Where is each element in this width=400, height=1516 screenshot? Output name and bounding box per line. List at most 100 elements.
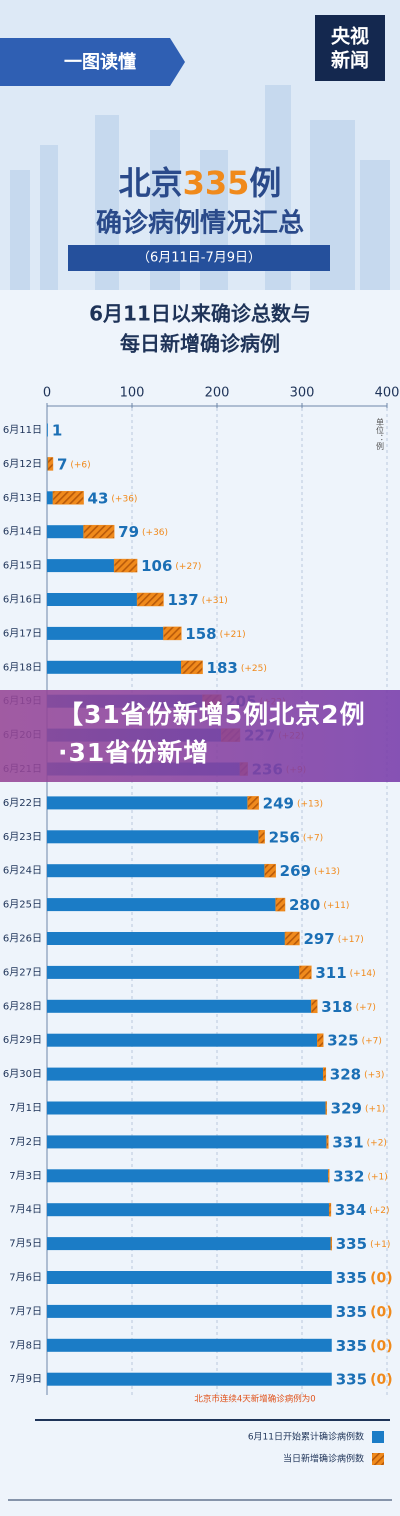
total-label: 335	[336, 1371, 367, 1389]
bar-base	[47, 1372, 332, 1386]
category-label: 7月1日	[9, 1102, 42, 1114]
bar-increment	[323, 1067, 327, 1081]
increment-label: (+21)	[220, 630, 246, 640]
increment-label: (+1)	[370, 1240, 390, 1250]
increment-label: (+27)	[175, 562, 201, 572]
bar-increment	[311, 999, 318, 1014]
total-label: 325	[327, 1032, 358, 1050]
bar-base	[47, 1169, 329, 1183]
bar-base	[47, 626, 164, 640]
increment-label: (+3)	[364, 1071, 384, 1081]
date-range: （6月11日-7月9日）	[137, 251, 261, 266]
bar-base	[47, 932, 285, 945]
bar-base	[47, 559, 115, 573]
category-label: 6月23日	[3, 831, 42, 843]
bar-base	[47, 796, 248, 810]
chart-title: 6月11日以来确诊总数与	[89, 302, 311, 326]
bar-base	[47, 593, 138, 606]
legend-label: 6月11日开始累计确诊病例数	[248, 1431, 364, 1443]
title-part: 例	[249, 164, 281, 202]
bar-increment	[328, 1169, 330, 1183]
increment-label: (+7)	[362, 1037, 382, 1047]
bar-increment	[136, 592, 164, 607]
date-box	[68, 245, 330, 271]
bar-base	[47, 457, 48, 471]
total-label: 43	[88, 489, 109, 507]
x-tick-label: 400	[375, 386, 400, 401]
x-tick-label: 300	[290, 386, 315, 401]
increment-label: (+14)	[350, 969, 376, 979]
increment-label: (+1)	[368, 1172, 388, 1182]
increment-label: (+7)	[356, 1003, 376, 1013]
total-label: 335	[336, 1269, 367, 1287]
bar-base	[47, 898, 276, 912]
category-label: 7月8日	[9, 1339, 42, 1351]
bar-base	[47, 1203, 330, 1217]
bar-increment	[247, 796, 259, 810]
bar-base	[47, 1067, 324, 1081]
bar-increment	[328, 1202, 332, 1217]
bar-base	[47, 1101, 326, 1115]
x-tick-label: 0	[43, 386, 51, 401]
category-label: 6月24日	[3, 865, 42, 877]
total-label: 256	[269, 828, 300, 846]
increment-label: (0)	[370, 1338, 393, 1354]
bar-increment	[275, 897, 286, 912]
x-tick-label: 200	[205, 386, 230, 401]
total-label: 311	[315, 964, 346, 982]
total-label: 79	[118, 523, 139, 541]
category-label: 6月28日	[3, 1000, 42, 1012]
increment-label: (+36)	[142, 528, 168, 538]
category-label: 6月15日	[3, 560, 42, 572]
total-label: 269	[280, 862, 311, 880]
increment-label: (+1)	[365, 1105, 385, 1115]
chart-title: 每日新增确诊病例	[120, 332, 280, 356]
category-label: 6月13日	[3, 492, 42, 504]
bar-base	[47, 1338, 332, 1352]
bar-increment	[299, 965, 312, 980]
total-label: 183	[207, 659, 238, 677]
bar-increment	[163, 626, 182, 641]
total-label: 335	[336, 1337, 367, 1355]
header-tag: 一图读懂	[64, 51, 136, 73]
title-part: 北京	[119, 164, 183, 202]
category-label: 6月17日	[3, 627, 42, 639]
total-label: 7	[57, 455, 67, 473]
increment-label: (0)	[370, 1271, 393, 1287]
category-label: 6月29日	[3, 1034, 42, 1046]
total-label: 1	[52, 422, 62, 440]
legend-label: 当日新增确诊病例数	[283, 1453, 364, 1465]
increment-label: (+13)	[297, 799, 323, 809]
total-label: 331	[332, 1133, 363, 1151]
total-label: 334	[335, 1201, 366, 1219]
bar-base	[47, 1237, 331, 1251]
category-label: 7月9日	[9, 1373, 42, 1385]
total-label: 280	[289, 896, 320, 914]
bar-increment	[52, 491, 84, 505]
note: 北京市连续4天新增确诊病例为0	[194, 1394, 315, 1405]
unit-label: 单位：例	[376, 417, 385, 451]
increment-label: (+36)	[111, 494, 137, 504]
bar-base	[47, 1271, 332, 1284]
increment-label: (+6)	[70, 460, 90, 470]
category-label: 7月6日	[9, 1272, 42, 1284]
bar-base	[47, 999, 312, 1013]
increment-label: (+2)	[369, 1206, 389, 1216]
bar-base	[47, 1033, 318, 1047]
bar-base	[47, 423, 48, 437]
total-label: 318	[321, 998, 352, 1016]
news-banner[interactable]: 【31省份新增5例北京2例·31省份新增	[0, 690, 400, 782]
total-label: 158	[185, 625, 216, 643]
total-label: 335	[336, 1235, 367, 1253]
category-label: 6月14日	[3, 526, 42, 538]
category-label: 6月26日	[3, 933, 42, 945]
brand-text: 央视	[331, 25, 369, 48]
increment-label: (0)	[370, 1372, 393, 1388]
bar-base	[47, 491, 53, 505]
bar-increment	[181, 660, 203, 675]
total-label: 335	[336, 1303, 367, 1321]
bar-base	[47, 660, 182, 674]
total-label: 332	[333, 1167, 364, 1185]
bar-base	[47, 1135, 327, 1149]
